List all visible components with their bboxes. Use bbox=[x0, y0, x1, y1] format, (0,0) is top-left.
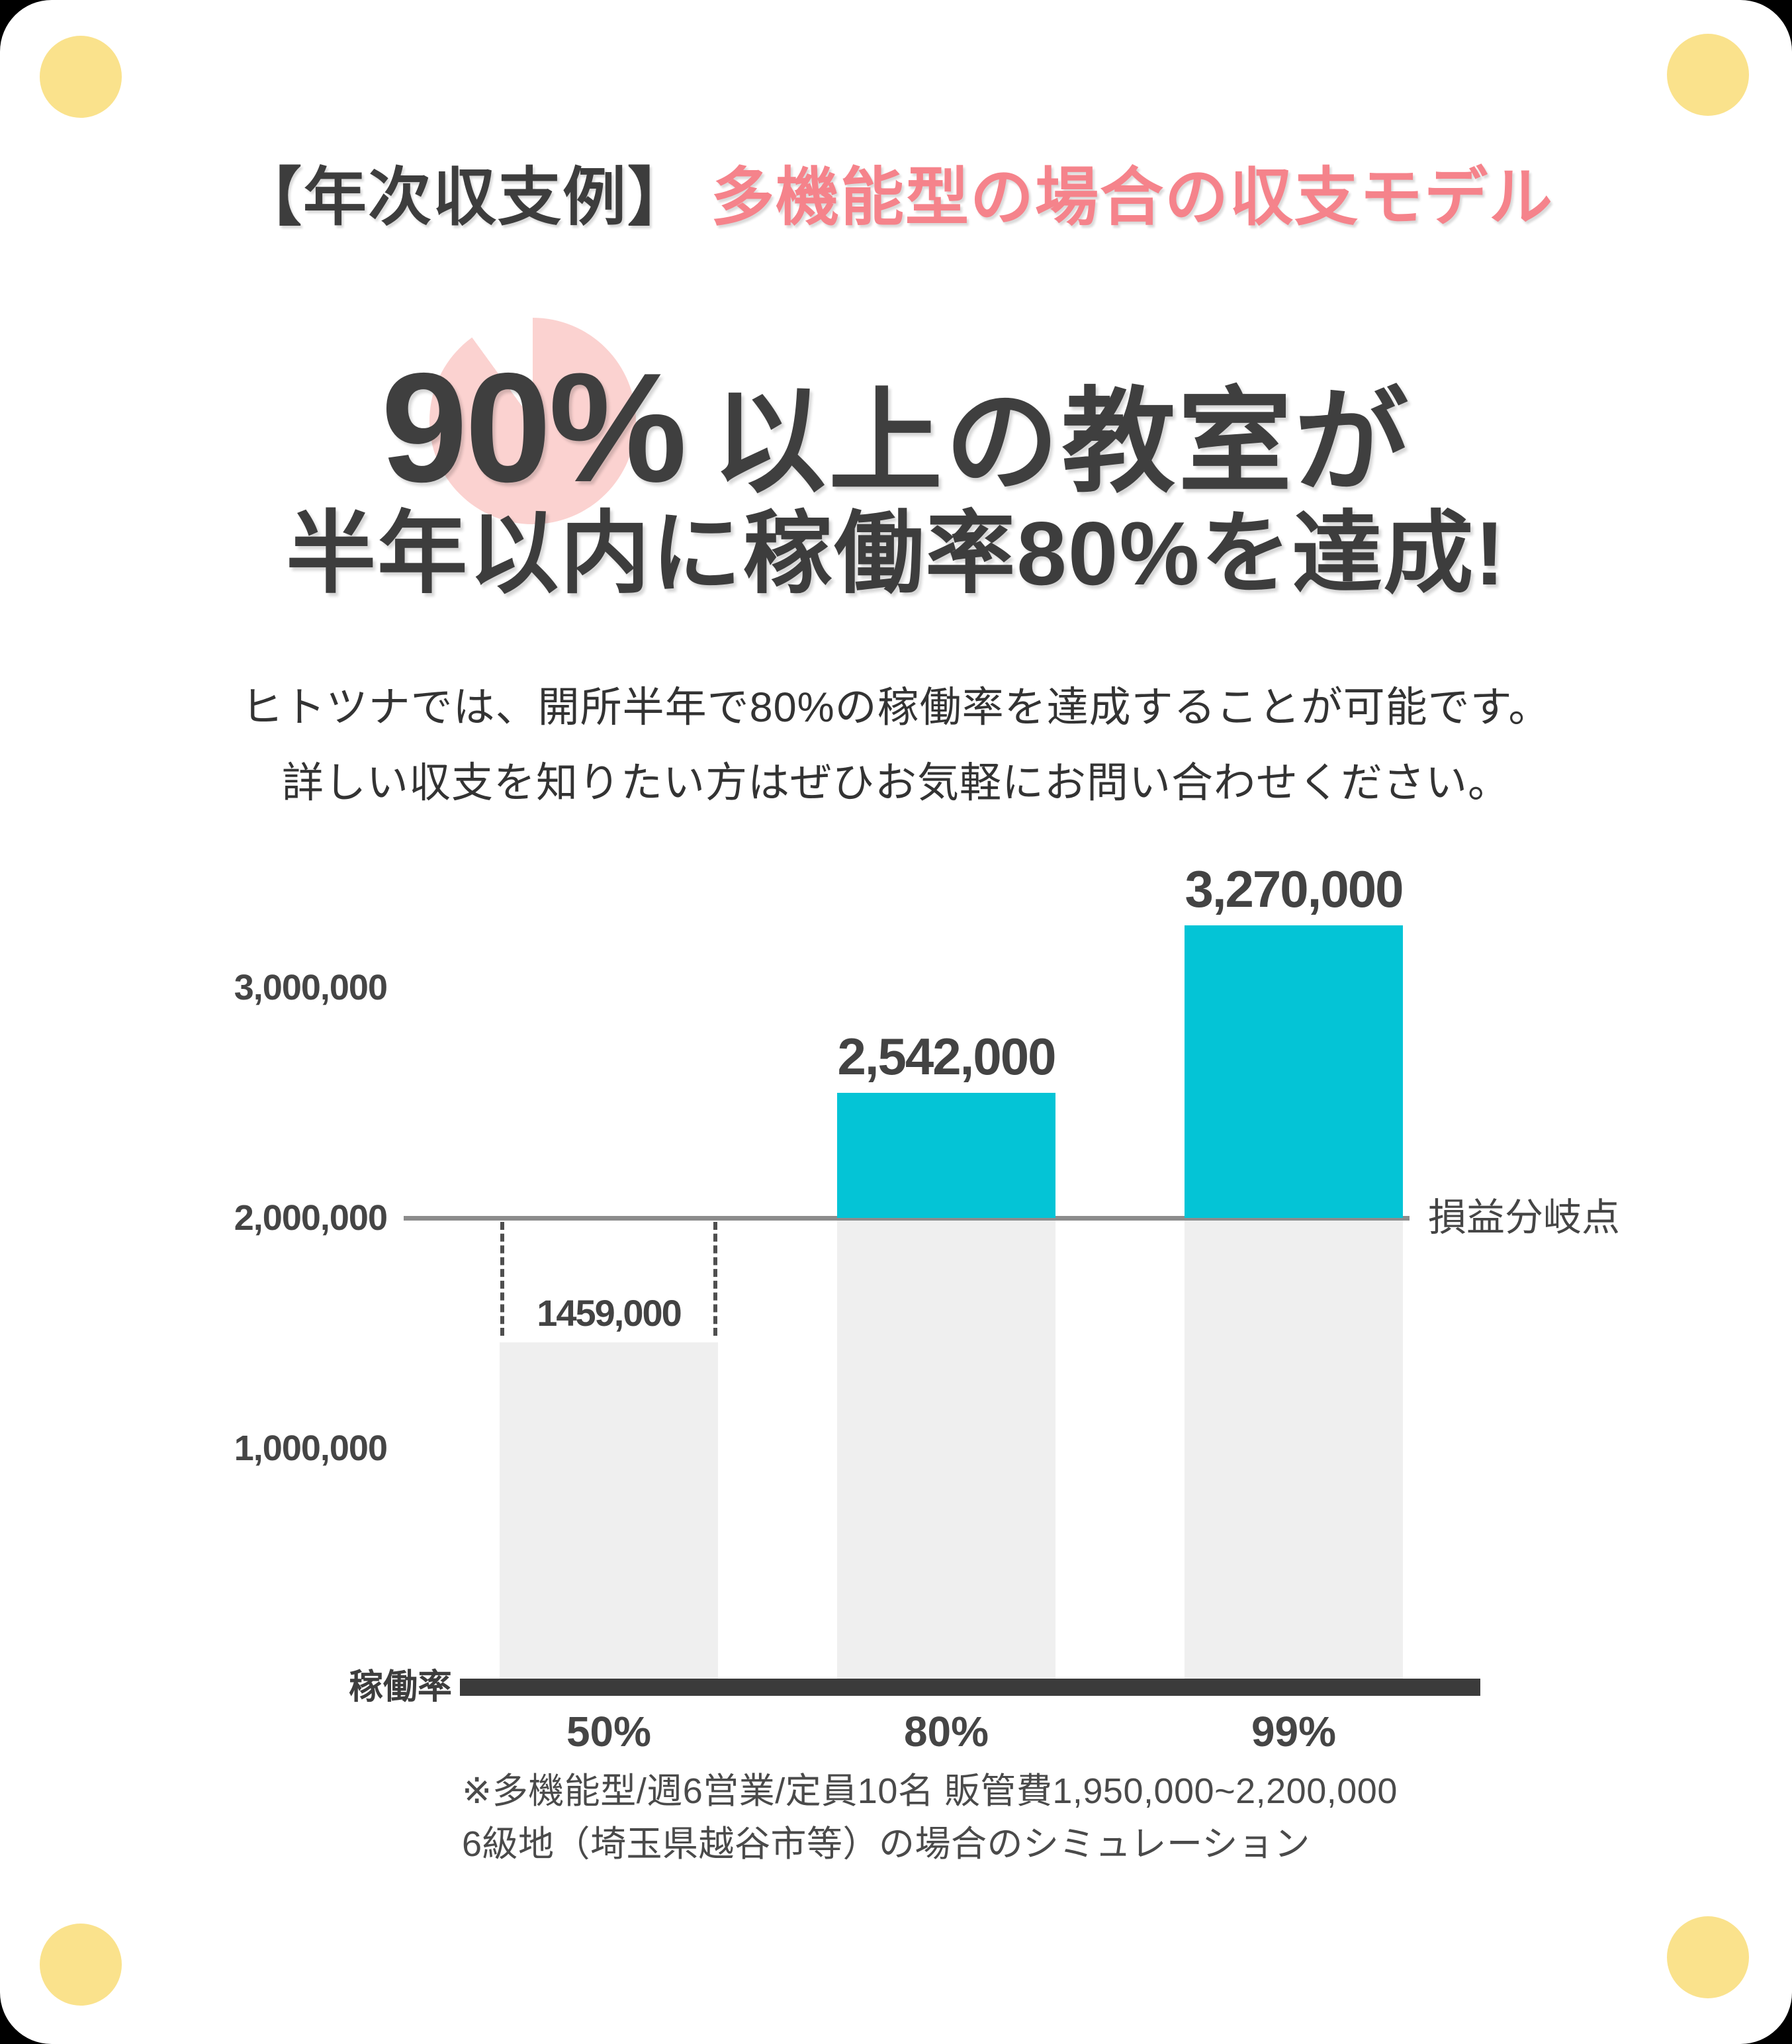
decor-circle-top-left-icon bbox=[40, 36, 122, 118]
chart-footnote: ※多機能型/週6営業/定員10名 販管費1,950,000~2,200,000 … bbox=[462, 1765, 1398, 1871]
bar-segment-above-break-even bbox=[837, 1093, 1055, 1218]
lead-paragraph: ヒトツナでは、開所半年で80%の稼働率を達成することが可能です。 詳しい収支を知… bbox=[0, 670, 1792, 821]
bar-value-label: 2,542,000 bbox=[837, 1027, 1056, 1086]
x-axis-category-label: 50% bbox=[566, 1708, 652, 1755]
x-axis-line bbox=[460, 1679, 1480, 1696]
x-axis-title: 稼働率 bbox=[348, 1668, 452, 1706]
headline-line1: 90% 以上の教室が bbox=[0, 318, 1792, 524]
bar-segment-below-break-even bbox=[837, 1218, 1055, 1679]
bar-value-label: 1459,000 bbox=[537, 1292, 682, 1334]
break-even-label: 損益分岐点 bbox=[1428, 1196, 1621, 1239]
headline-line2: 半年以内に稼働率80%を達成! bbox=[286, 503, 1506, 604]
bar-segment-below-break-even bbox=[500, 1342, 718, 1679]
decor-circle-top-right-icon bbox=[1667, 34, 1749, 116]
lead-paragraph-line1: ヒトツナでは、開所半年で80%の稼働率を達成することが可能です。 bbox=[241, 684, 1551, 731]
gap-dashed-line bbox=[500, 1222, 504, 1336]
y-axis-tick-label: 3,000,000 bbox=[234, 968, 388, 1007]
gap-dashed-line bbox=[713, 1222, 717, 1336]
x-axis-category-label: 80% bbox=[903, 1708, 989, 1755]
bar-value-label: 3,270,000 bbox=[1185, 860, 1404, 919]
x-axis-category-label: 99% bbox=[1251, 1708, 1337, 1755]
page-title-prefix: 【年次収支例】 bbox=[238, 162, 692, 233]
break-even-line bbox=[404, 1216, 1410, 1221]
chart-footnote-line1: ※多機能型/週6営業/定員10名 販管費1,950,000~2,200,000 bbox=[462, 1771, 1398, 1811]
decor-circle-bottom-right-icon bbox=[1667, 1916, 1749, 1998]
headline-line1-rest: 以上の教室が bbox=[712, 379, 1411, 506]
y-axis-tick-label: 2,000,000 bbox=[234, 1198, 388, 1238]
page-title: 【年次収支例】 多機能型の場合の収支モデル bbox=[0, 163, 1792, 233]
chart-footnote-line2: 6級地（埼玉県越谷市等）の場合のシミュレーション bbox=[462, 1824, 1310, 1864]
decor-circle-bottom-left-icon bbox=[40, 1924, 122, 2006]
headline-percent-wrap: 90% bbox=[381, 318, 687, 524]
bar-segment-below-break-even bbox=[1185, 1218, 1403, 1679]
bar-segment-above-break-even bbox=[1185, 925, 1403, 1218]
lead-paragraph-line2: 詳しい収支を知りたい方はぜひお気軽にお問い合わせください。 bbox=[282, 760, 1510, 806]
headline-percent: 90% bbox=[381, 340, 687, 514]
page-title-highlight: 多機能型の場合の収支モデル bbox=[711, 162, 1554, 233]
y-axis-tick-label: 1,000,000 bbox=[234, 1428, 388, 1468]
